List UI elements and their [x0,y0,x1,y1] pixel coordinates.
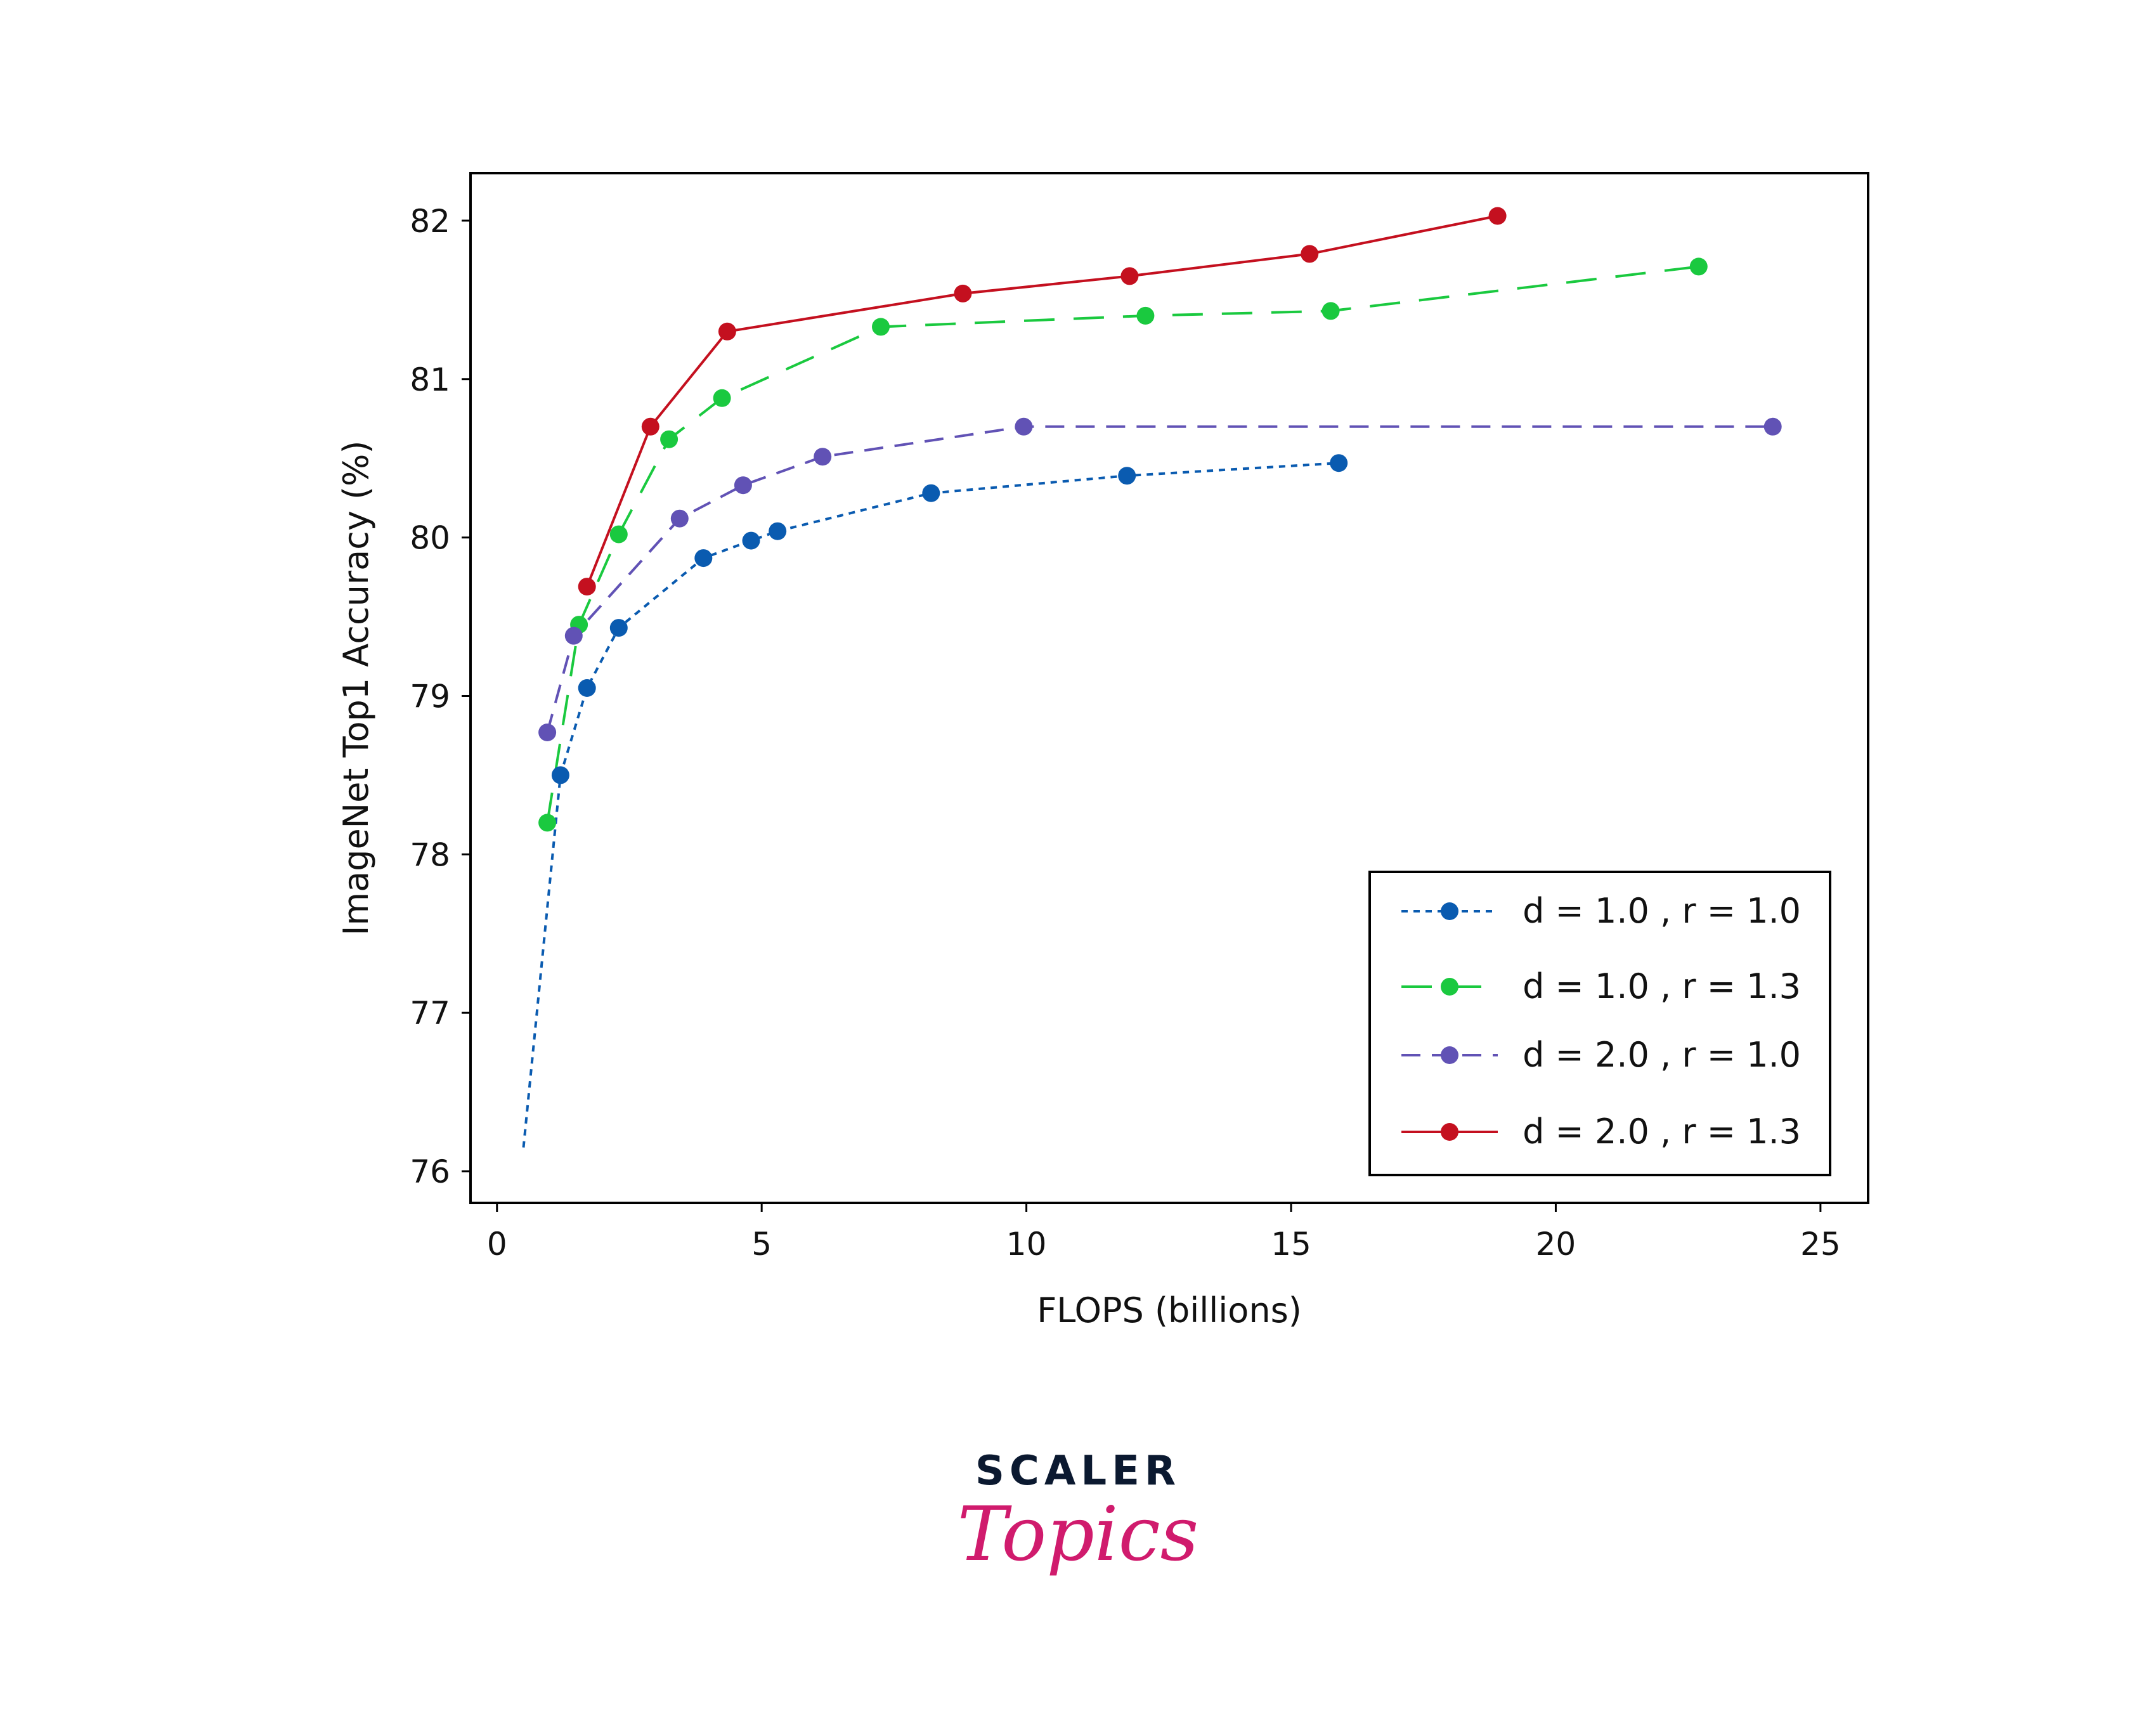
series-2-point [1322,302,1340,320]
series-line-2 [546,265,1699,823]
x-tick-label: 0 [487,1226,507,1263]
series-1-point [578,679,596,697]
series-4-point [1120,267,1139,285]
legend-label-4: d = 2.0 , r = 1.3 [1523,1112,1801,1152]
series-1-point [1118,467,1136,485]
legend-marker-1 [1441,902,1458,920]
series-line-1 [522,462,1339,1148]
y-tick-label: 77 [410,995,450,1032]
series-3-point [814,448,832,466]
series-1-point [609,619,628,637]
series-2-point [1689,257,1708,276]
series-1-point [551,766,569,784]
plot-layer [522,207,1782,1148]
scaler-topics-logo: SCALER Topics [951,1446,1205,1623]
y-axis-title: ImageNet Top1 Accuracy (%) [336,441,376,936]
y-tick-label: 79 [410,678,450,715]
legend-label-1: d = 1.0 , r = 1.0 [1523,891,1801,931]
ticks-layer: 0 5 10 15 20 25 76 77 78 79 80 81 82 [410,203,1840,1263]
series-2-point [609,525,628,543]
series-4-point [1301,245,1319,263]
legend: d = 1.0 , r = 1.0 d = 1.0 , r = 1.3 d = 2.… [1368,871,1831,1176]
series-3-point [1015,417,1033,436]
x-tick-label: 20 [1536,1226,1576,1263]
x-tick-label: 15 [1271,1226,1311,1263]
x-axis-title: FLOPS (billions) [1037,1290,1302,1330]
series-2-point [538,814,557,832]
series-2-point [872,318,890,336]
series-2-point [713,389,731,407]
series-4-point [641,417,659,436]
y-tick-label: 80 [410,520,450,557]
series-3-point [670,509,689,528]
x-tick-label: 5 [751,1226,772,1263]
brand-word: SCALER [975,1448,1181,1495]
series-2-point [660,430,679,448]
legend-marker-4 [1441,1123,1458,1141]
x-tick-label: 10 [1006,1226,1047,1263]
legend-marker-2 [1441,978,1458,996]
legend-marker-3 [1441,1046,1458,1064]
plot-frame [469,172,1869,1204]
series-1-point [694,549,713,568]
brand-subtitle: Topics [957,1490,1199,1578]
series-3-point [1763,417,1782,436]
y-tick-label: 76 [410,1153,450,1190]
series-4-point [718,322,736,341]
series-2-point [1136,306,1155,325]
series-4-point [1488,207,1507,225]
x-tick-label: 25 [1800,1226,1841,1263]
y-tick-label: 81 [410,361,450,398]
series-4-point [954,284,972,302]
series-3-point [734,476,752,495]
series-4-point [578,578,596,596]
series-3-point [564,627,583,645]
series-1-point [769,522,787,540]
series-1-point [742,531,760,550]
series-1-point [922,484,940,502]
legend-label-2: d = 1.0 , r = 1.3 [1523,966,1801,1006]
series-3-point [538,724,557,741]
series-1-point [1330,454,1348,472]
y-tick-label: 78 [410,836,450,873]
legend-label-3: d = 2.0 , r = 1.0 [1523,1035,1801,1075]
y-tick-label: 82 [410,203,450,240]
